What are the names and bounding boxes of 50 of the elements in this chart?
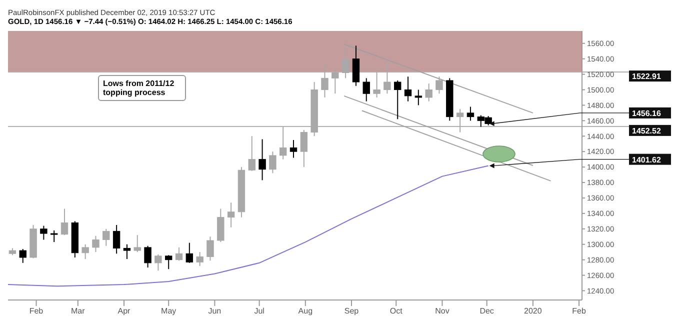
x-tick-label: Sep — [344, 306, 360, 316]
x-tick-label: Dec — [480, 306, 494, 316]
candlestick — [217, 208, 224, 243]
candlestick — [196, 252, 204, 266]
x-tick-label: Aug — [298, 306, 313, 316]
ref-line-label: 1452.52 — [632, 126, 662, 136]
candlestick — [50, 230, 58, 243]
candlestick — [134, 234, 141, 253]
candlestick — [300, 129, 308, 168]
candlestick — [165, 254, 172, 270]
candlestick — [92, 235, 100, 253]
candlestick — [206, 236, 214, 262]
candlestick — [414, 89, 422, 106]
candlestick — [186, 242, 194, 264]
x-tick-label: Feb — [572, 306, 586, 316]
x-tick-label: Jul — [254, 306, 265, 316]
candlestick — [175, 246, 183, 262]
candlestick — [123, 244, 131, 260]
candlestick — [82, 244, 89, 260]
candlestick — [112, 224, 120, 254]
candlestick — [290, 139, 298, 158]
x-tick-label: May — [161, 306, 176, 316]
candlestick — [144, 245, 152, 268]
x-tick-label: Apr — [118, 306, 131, 316]
candlestick — [102, 228, 110, 246]
candlestick — [154, 254, 162, 272]
annotation: 1456.16 — [632, 108, 662, 118]
candlestick — [352, 45, 360, 86]
ref-line-label: 1522.91 — [632, 72, 662, 82]
x-tick-label: Feb — [29, 306, 44, 316]
candlestick — [227, 202, 235, 228]
candlestick — [425, 83, 432, 102]
x-tick-label: Mar — [71, 306, 86, 316]
candlestick — [248, 136, 256, 172]
candlestick — [466, 106, 474, 122]
candlestick — [269, 151, 276, 174]
candlestick — [362, 78, 370, 102]
x-tick-label: 2020 — [524, 306, 542, 316]
annotation: Lows from 2011/12 topping process — [98, 75, 186, 101]
candlestick — [40, 225, 48, 240]
candlestick — [60, 208, 68, 236]
x-tick-label: Nov — [435, 306, 450, 316]
x-tick-label: Oct — [390, 306, 404, 316]
candlestick — [19, 248, 26, 264]
annotation: 1401.62 — [632, 155, 662, 164]
candlestick — [258, 138, 266, 181]
x-tick-label: Jun — [208, 306, 222, 316]
candlestick — [436, 76, 443, 94]
candlestick — [394, 80, 402, 120]
candlestick — [404, 76, 412, 102]
